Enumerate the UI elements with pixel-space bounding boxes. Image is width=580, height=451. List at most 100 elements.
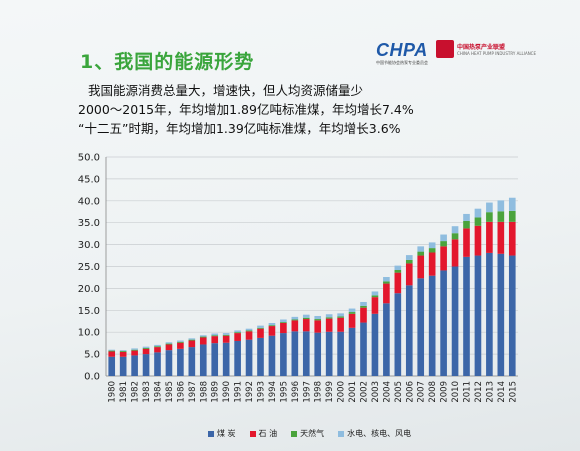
legend-label: 水电、核电、风电 xyxy=(347,429,412,438)
bar-segment-1 xyxy=(417,278,425,376)
bar-segment-3 xyxy=(142,347,150,349)
bar-segment-1 xyxy=(428,275,436,376)
x-tick-label: 2007 xyxy=(417,381,427,403)
bar-segment-3 xyxy=(463,220,470,229)
bar-segment-2 xyxy=(314,320,322,333)
x-tick-label: 1980 xyxy=(108,381,118,403)
x-tick-label: 1995 xyxy=(279,381,289,403)
description-line-2: 2000～2015年，年均增加1.89亿吨标准煤，年均增长7.4% xyxy=(78,102,414,117)
y-tick-label: 45.0 xyxy=(78,174,100,185)
bar-segment-2 xyxy=(222,335,230,343)
bar-segment-3 xyxy=(371,295,379,298)
bar-segment-1 xyxy=(348,327,356,376)
bar-segment-2 xyxy=(371,297,379,314)
bar-segment-4 xyxy=(188,338,196,340)
bar-segment-2 xyxy=(211,336,219,344)
chpa-logo-text: CHPA xyxy=(376,40,428,60)
x-tick-label: 1992 xyxy=(245,381,255,403)
bar-segment-4 xyxy=(325,314,333,318)
bar-segment-3 xyxy=(234,332,241,334)
legend-item-3: 天然气 xyxy=(291,428,324,439)
x-tick-label: 2001 xyxy=(348,381,358,403)
x-tick-label: 2011 xyxy=(463,381,473,403)
bar-segment-4 xyxy=(497,200,505,212)
bar-segment-2 xyxy=(291,320,299,332)
bar-segment-4 xyxy=(405,255,413,260)
bar-segment-1 xyxy=(291,331,299,376)
bar-segment-4 xyxy=(394,265,402,271)
bar-segment-3 xyxy=(222,334,230,336)
x-tick-label: 2002 xyxy=(360,381,370,403)
bar-segment-2 xyxy=(337,317,344,332)
x-tick-label: 1991 xyxy=(234,381,244,403)
bar-segment-1 xyxy=(188,347,196,376)
x-tick-label: 1988 xyxy=(199,381,209,403)
bar-segment-4 xyxy=(211,333,219,336)
bar-segment-3 xyxy=(119,351,127,352)
x-tick-label: 2012 xyxy=(474,381,484,403)
x-tick-label: 1987 xyxy=(188,381,198,403)
heatpump-alliance-badge-icon xyxy=(436,40,455,58)
bar-segment-3 xyxy=(508,210,516,222)
bar-segment-4 xyxy=(280,319,287,323)
y-tick-label: 50.0 xyxy=(78,153,100,164)
bar-segment-2 xyxy=(302,319,310,332)
bar-segment-2 xyxy=(428,252,436,276)
bar-segment-4 xyxy=(302,314,310,318)
bar-segment-4 xyxy=(177,340,184,342)
x-tick-label: 1990 xyxy=(222,381,232,403)
y-tick-label: 20.0 xyxy=(78,284,100,295)
x-tick-label: 2013 xyxy=(485,381,495,403)
x-tick-label: 1999 xyxy=(325,381,335,403)
bar-segment-2 xyxy=(348,313,356,328)
bar-segment-3 xyxy=(394,270,402,273)
x-tick-label: 2015 xyxy=(508,381,518,403)
y-tick-label: 35.0 xyxy=(78,218,100,229)
x-tick-label: 1993 xyxy=(257,381,267,403)
bar-segment-3 xyxy=(428,248,436,253)
bar-segment-4 xyxy=(417,246,425,252)
bar-segment-2 xyxy=(463,228,470,257)
bar-segment-3 xyxy=(337,316,344,318)
bar-segment-4 xyxy=(360,301,367,306)
bar-segment-1 xyxy=(280,333,287,376)
bar-segment-1 xyxy=(337,331,344,376)
bar-segment-2 xyxy=(394,272,402,294)
bar-segment-3 xyxy=(302,317,310,320)
bar-segment-2 xyxy=(119,351,127,357)
bar-segment-2 xyxy=(199,337,207,345)
bar-segment-2 xyxy=(108,351,116,357)
bar-segment-2 xyxy=(257,328,264,338)
heatpump-alliance-logo: 中国热泵产业联盟 CHINA HEAT PUMP INDUSTRY ALLIAN… xyxy=(436,40,536,58)
bar-segment-3 xyxy=(199,336,207,338)
legend-item-4: 水电、核电、风电 xyxy=(338,428,411,439)
legend-swatch xyxy=(208,430,214,437)
x-tick-label: 2005 xyxy=(394,381,404,403)
bar-segment-1 xyxy=(245,339,253,376)
bar-segment-1 xyxy=(234,340,241,376)
slide-title: 1、我国的能源形势 xyxy=(80,51,255,73)
bar-segment-1 xyxy=(222,342,230,376)
bar-segment-3 xyxy=(440,241,447,247)
bar-segment-1 xyxy=(142,354,150,376)
bar-segment-2 xyxy=(280,323,287,334)
bar-segment-2 xyxy=(474,225,482,256)
bar-segment-4 xyxy=(337,313,344,317)
x-tick-label: 1998 xyxy=(314,381,324,403)
bar-segment-4 xyxy=(165,342,173,344)
bar-segment-3 xyxy=(348,312,356,314)
legend-label: 煤 炭 xyxy=(217,429,236,438)
bar-segment-3 xyxy=(314,319,322,321)
bar-segment-1 xyxy=(394,293,402,376)
bar-segment-2 xyxy=(383,283,390,304)
x-tick-label: 2003 xyxy=(371,381,381,403)
bar-segment-2 xyxy=(165,344,173,351)
bar-segment-4 xyxy=(508,197,516,211)
bar-segment-2 xyxy=(325,318,333,332)
bar-segment-1 xyxy=(154,352,161,376)
bar-segment-4 xyxy=(131,348,138,350)
bar-segment-4 xyxy=(383,277,390,282)
bar-segment-2 xyxy=(508,221,516,256)
bar-segment-4 xyxy=(142,346,150,348)
